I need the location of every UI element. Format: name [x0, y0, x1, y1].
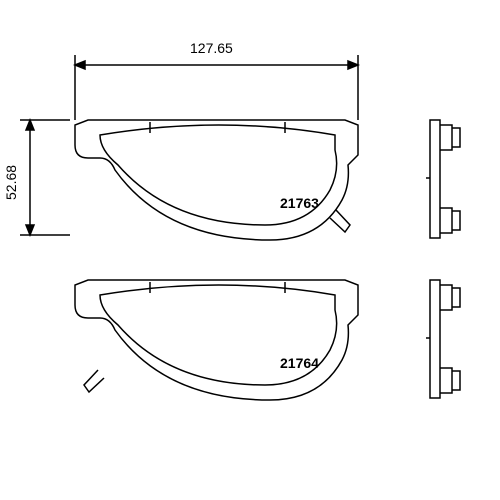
dimension-width: [75, 55, 358, 120]
dimension-height-label: 52.68: [3, 165, 19, 200]
dimension-width-label: 127.65: [190, 40, 233, 56]
top-pad-side: [426, 120, 460, 238]
bottom-pad-part-number: 21764: [280, 355, 319, 371]
brake-pad-diagram: [0, 0, 500, 500]
bottom-pad-side: [426, 280, 460, 398]
top-pad-part-number: 21763: [280, 195, 319, 211]
bottom-pad-front: [75, 280, 358, 400]
dimension-height: [20, 120, 70, 235]
top-pad-front: [75, 120, 358, 240]
